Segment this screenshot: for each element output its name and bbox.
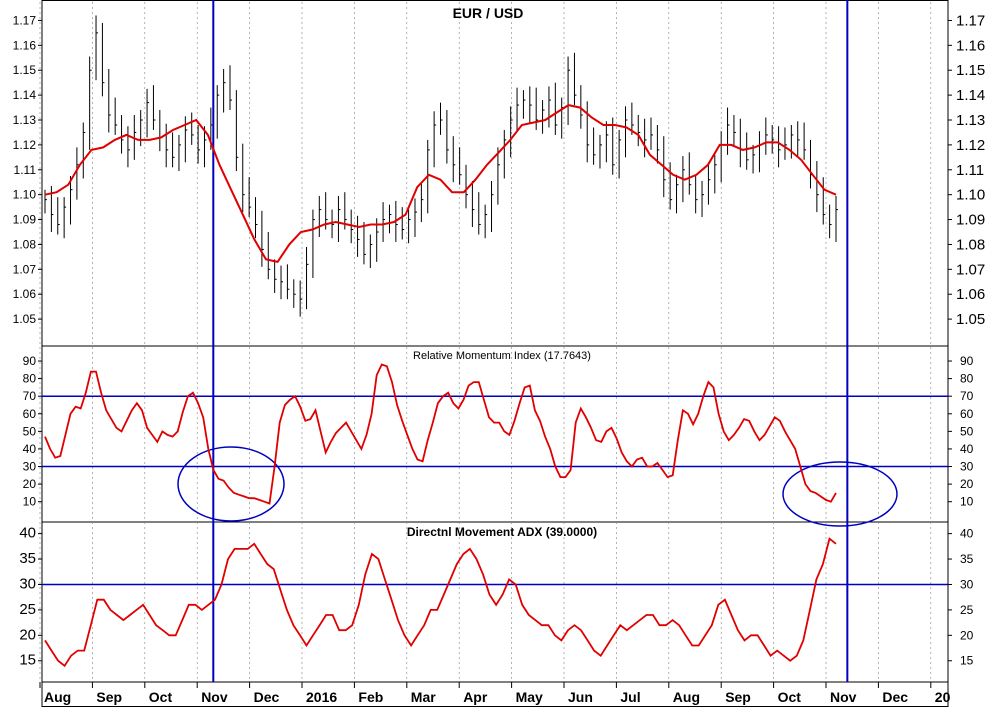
rmi-tick-label-left: 30 <box>23 460 37 474</box>
rmi-tick-label-right: 60 <box>960 407 974 421</box>
adx-tick-label-right: 30 <box>960 577 974 591</box>
rmi-tick-label-left: 70 <box>23 389 37 403</box>
adx-tick-label-right: 20 <box>960 628 974 642</box>
price-tick-label-left: 1.16 <box>13 38 37 52</box>
adx-tick-label-left: 20 <box>19 626 36 643</box>
month-label: Dec <box>254 689 280 705</box>
adx-tick-label-right: 40 <box>960 527 974 541</box>
price-tick-label-left: 1.14 <box>13 88 37 102</box>
month-label: 2016 <box>306 689 337 705</box>
adx-tick-label-left: 25 <box>19 601 36 618</box>
rmi-line <box>44 363 837 505</box>
price-tick-label-right: 1.07 <box>956 261 985 278</box>
month-label: Jul <box>620 689 640 705</box>
price-tick-label-right: 1.16 <box>956 37 985 54</box>
price-tick-label-right: 1.10 <box>956 187 985 204</box>
adx-title: Directnl Movement ADX (39.0000) <box>407 525 597 539</box>
price-tick-label-right: 1.11 <box>956 162 984 179</box>
price-tick-label-left: 1.11 <box>14 163 37 177</box>
adx-line <box>44 537 837 668</box>
price-tick-label-right: 1.15 <box>956 62 985 79</box>
month-label: Oct <box>149 689 173 705</box>
rmi-tick-label-right: 80 <box>960 372 974 386</box>
month-label: Aug <box>673 689 700 705</box>
price-tick-label-right: 1.05 <box>956 311 985 328</box>
month-label: Feb <box>358 689 383 705</box>
price-tick-label-left: 1.10 <box>13 188 37 202</box>
month-label: Aug <box>44 689 71 705</box>
adx-tick-label-right: 35 <box>960 552 974 566</box>
rmi-tick-label-right: 10 <box>960 495 974 509</box>
adx-tick-label-left: 30 <box>19 575 36 592</box>
price-tick-label-right: 1.14 <box>956 87 985 104</box>
price-chart-title: EUR / USD <box>453 5 524 21</box>
price-tick-label-left: 1.09 <box>13 213 37 227</box>
price-tick-label-right: 1.12 <box>956 137 985 154</box>
price-tick-label-left: 1.08 <box>13 237 37 251</box>
adx-axis-ticks: 15 15 20 20 25 25 30 30 35 35 40 40 <box>19 525 973 669</box>
rmi-tick-label-right: 30 <box>960 460 974 474</box>
price-tick-label-left: 1.12 <box>13 138 37 152</box>
month-label: Sep <box>725 689 751 705</box>
rmi-tick-label-left: 90 <box>23 354 37 368</box>
adx-tick-label-left: 40 <box>19 525 36 542</box>
rmi-tick-label-right: 90 <box>960 354 974 368</box>
adx-tick-label-left: 15 <box>19 652 36 669</box>
month-label: Nov <box>201 689 228 705</box>
rmi-oversold-circle-left <box>177 446 285 522</box>
rmi-tick-label-right: 40 <box>960 442 974 456</box>
rmi-tick-label-left: 50 <box>23 424 37 438</box>
rmi-tick-label-left: 80 <box>23 372 37 386</box>
rmi-tick-label-left: 10 <box>23 495 37 509</box>
price-tick-label-right: 1.13 <box>956 112 985 129</box>
vertical-markers <box>212 0 849 682</box>
price-tick-label-left: 1.17 <box>13 13 37 27</box>
price-tick-label-left: 1.13 <box>13 113 37 127</box>
rmi-tick-label-right: 70 <box>960 389 974 403</box>
month-label: Oct <box>778 689 802 705</box>
month-label: Mar <box>411 689 436 705</box>
rmi-tick-label-right: 20 <box>960 477 974 491</box>
price-axis-ticks: 1.05 1.05 1.06 1.06 1.07 1.07 1.08 1.08 1.09 1.09… <box>13 12 986 328</box>
month-label: Dec <box>882 689 908 705</box>
rmi-tick-label-left: 40 <box>23 442 37 456</box>
rmi-oversold-circle-right <box>782 461 898 527</box>
adx-tick-label-right: 15 <box>960 654 974 668</box>
month-label: Jun <box>568 689 593 705</box>
price-tick-label-left: 1.05 <box>13 312 37 326</box>
price-tick-label-right: 1.08 <box>956 236 985 253</box>
price-bars <box>44 15 838 317</box>
rmi-axis-ticks: 10 10 20 20 30 30 40 40 50 50 60 60 70 70 80 80 90 90 <box>23 354 974 509</box>
moving-average-line <box>44 104 837 264</box>
month-label: May <box>516 689 543 705</box>
month-axis: Aug Sep Oct Nov Dec 2016 Feb Mar Apr May Jun Jul Aug… <box>39 682 951 705</box>
month-label: Sep <box>96 689 122 705</box>
rmi-title: Relative Momentum Index (17.7643) <box>413 350 591 362</box>
price-tick-label-left: 1.06 <box>13 287 37 301</box>
month-label: Nov <box>830 689 857 705</box>
price-tick-label-left: 1.15 <box>13 63 37 77</box>
price-tick-label-right: 1.17 <box>956 12 985 29</box>
price-tick-label-right: 1.09 <box>956 212 985 229</box>
adx-tick-label-left: 35 <box>19 550 36 567</box>
price-tick-label-right: 1.06 <box>956 286 985 303</box>
vertical-grid <box>39 2 932 682</box>
rmi-tick-label-left: 60 <box>23 407 37 421</box>
month-label: 20 <box>935 689 951 705</box>
rmi-tick-label-left: 20 <box>23 477 37 491</box>
rmi-tick-label-right: 50 <box>960 424 974 438</box>
adx-tick-label-right: 25 <box>960 603 974 617</box>
month-label: Apr <box>463 689 488 705</box>
price-tick-label-left: 1.07 <box>13 262 37 276</box>
